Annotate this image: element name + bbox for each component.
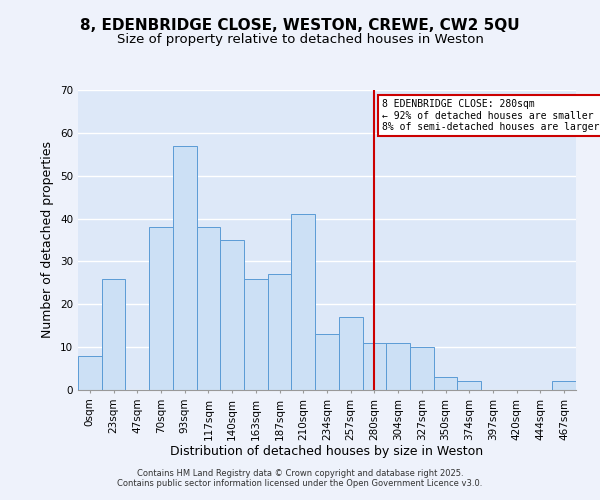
Bar [102,278,125,390]
Text: Contains public sector information licensed under the Open Government Licence v3: Contains public sector information licen… [118,478,482,488]
Y-axis label: Number of detached properties: Number of detached properties [41,142,55,338]
Bar [268,274,292,390]
Bar [457,382,481,390]
Bar [197,227,220,390]
Bar [220,240,244,390]
Bar [315,334,339,390]
Bar [78,356,102,390]
Bar [292,214,315,390]
Bar [173,146,197,390]
Text: 8 EDENBRIDGE CLOSE: 280sqm
← 92% of detached houses are smaller (326)
8% of semi: 8 EDENBRIDGE CLOSE: 280sqm ← 92% of deta… [382,98,600,132]
Text: 8, EDENBRIDGE CLOSE, WESTON, CREWE, CW2 5QU: 8, EDENBRIDGE CLOSE, WESTON, CREWE, CW2 … [80,18,520,32]
Bar [386,343,410,390]
Bar [362,343,386,390]
Bar [244,278,268,390]
Text: Size of property relative to detached houses in Weston: Size of property relative to detached ho… [116,32,484,46]
X-axis label: Distribution of detached houses by size in Weston: Distribution of detached houses by size … [170,446,484,458]
Bar [410,347,434,390]
Text: Contains HM Land Registry data © Crown copyright and database right 2025.: Contains HM Land Registry data © Crown c… [137,468,463,477]
Bar [552,382,576,390]
Bar [339,317,362,390]
Bar [149,227,173,390]
Bar [434,377,457,390]
